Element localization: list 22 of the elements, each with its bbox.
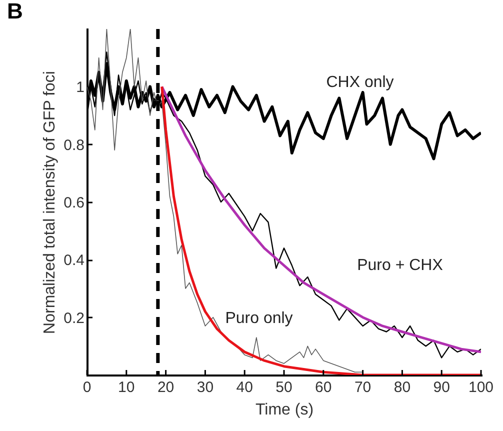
x-tick-label: 70 [354, 379, 372, 396]
x-tick-label: 50 [276, 379, 292, 396]
x-tick-label: 100 [468, 379, 494, 396]
y-tick-label: 0.4 [64, 252, 84, 270]
x-tick-label: 10 [118, 379, 135, 396]
y-axis-title: Normalized total intensity of GFP foci [42, 71, 59, 334]
x-tick-label: 80 [394, 379, 411, 396]
y-tick-label: 1 [76, 79, 84, 96]
x-tick-label: 30 [196, 379, 214, 396]
chart-title: B [7, 0, 23, 24]
x-axis-title: Time (s) [255, 402, 314, 418]
x-tick-label: 60 [315, 379, 332, 396]
annotation: Puro + CHX [357, 257, 444, 274]
x-tick-label: 20 [157, 379, 174, 396]
y-tick-label: 0.8 [64, 136, 84, 154]
x-tick-label: 40 [236, 379, 253, 396]
x-tick-label: 0 [82, 379, 92, 396]
x-tick-label: 90 [433, 379, 450, 396]
annotation: CHX only [326, 74, 394, 91]
annotation: Puro only [225, 310, 293, 327]
y-tick-label: 0.2 [64, 310, 84, 327]
y-tick-label: 0.6 [64, 194, 84, 212]
